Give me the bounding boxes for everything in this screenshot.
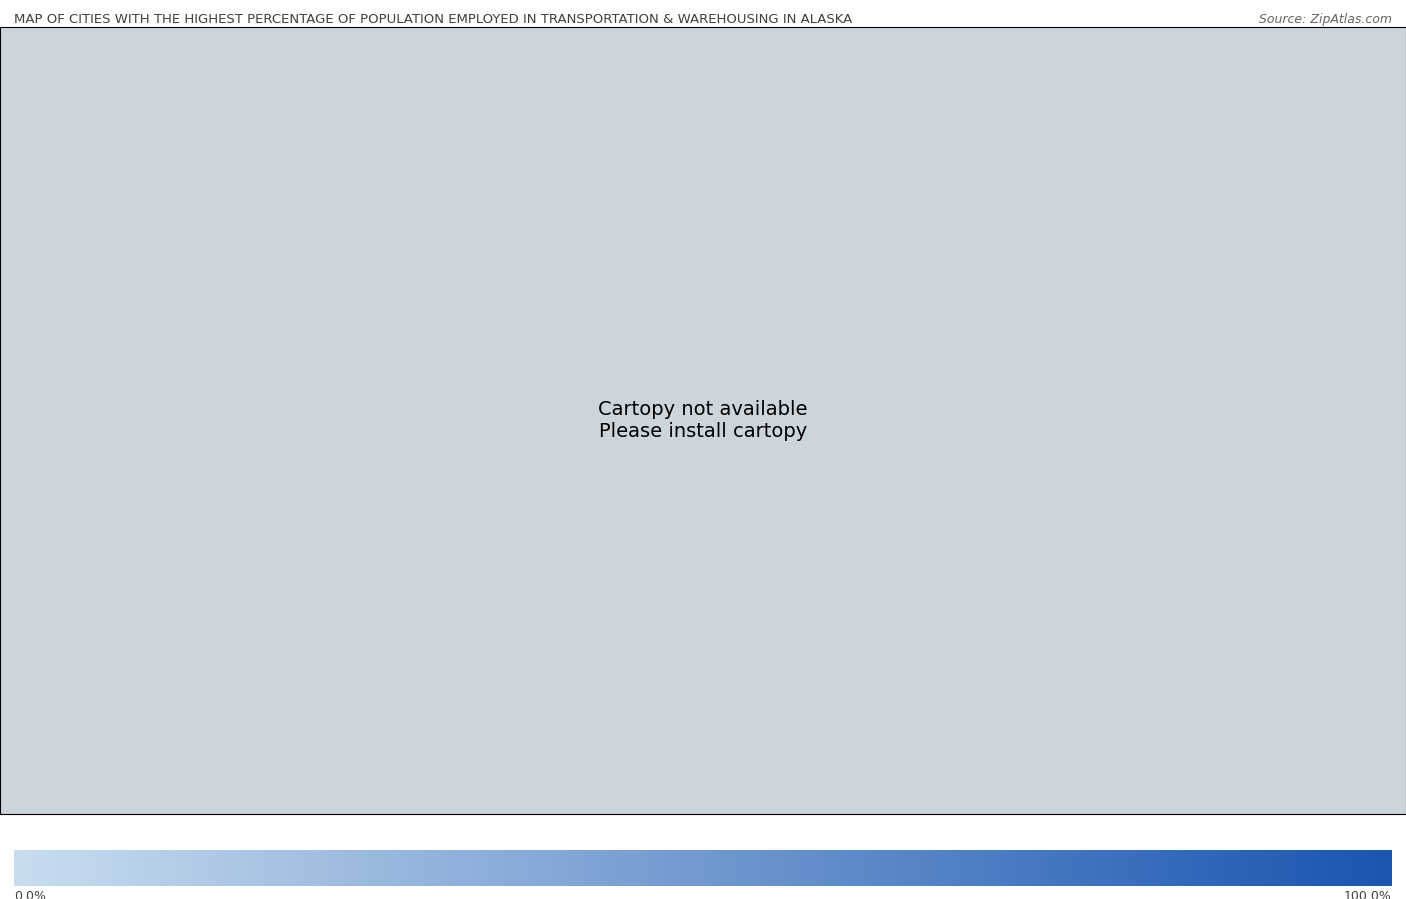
Text: Source: ZipAtlas.com: Source: ZipAtlas.com: [1258, 13, 1392, 26]
Text: MAP OF CITIES WITH THE HIGHEST PERCENTAGE OF POPULATION EMPLOYED IN TRANSPORTATI: MAP OF CITIES WITH THE HIGHEST PERCENTAG…: [14, 13, 852, 26]
Text: Cartopy not available
Please install cartopy: Cartopy not available Please install car…: [598, 400, 808, 441]
Text: 100.0%: 100.0%: [1344, 890, 1392, 899]
Text: 0.0%: 0.0%: [14, 890, 46, 899]
